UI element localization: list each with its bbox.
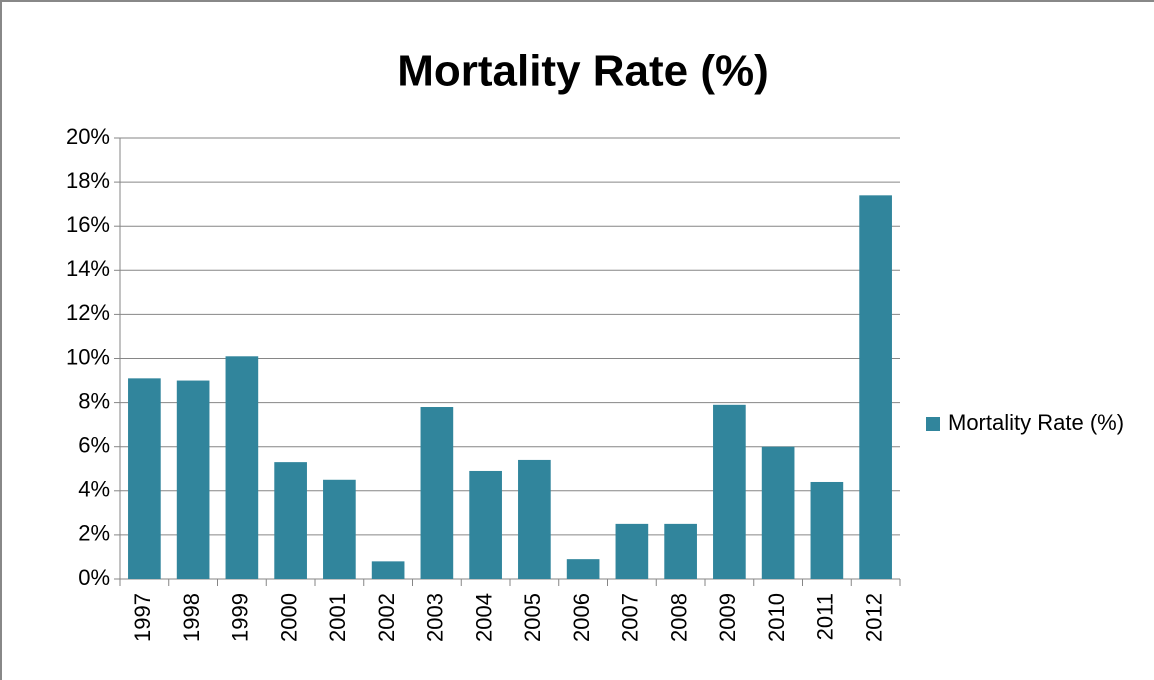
x-tick-label: 2007 <box>618 593 643 642</box>
bar <box>566 559 600 579</box>
y-tick-label: 8% <box>78 388 110 413</box>
y-tick-label: 6% <box>78 433 110 458</box>
y-tick-label: 20% <box>66 124 110 149</box>
x-tick-label: 2008 <box>666 593 691 642</box>
x-tick-label: 1997 <box>130 593 155 642</box>
x-tick-label: 2001 <box>325 593 350 642</box>
bar <box>323 479 356 579</box>
bar <box>859 195 892 579</box>
x-tick-label: 2003 <box>423 593 448 642</box>
x-tick-label: 2010 <box>764 593 789 642</box>
bar <box>469 470 502 579</box>
y-tick-label: 0% <box>78 565 110 590</box>
bar <box>371 561 405 579</box>
bar <box>274 462 307 579</box>
bar <box>615 523 649 579</box>
bar <box>518 459 551 579</box>
x-tick-label: 2002 <box>374 593 399 642</box>
bar <box>810 481 844 579</box>
y-tick-label: 12% <box>66 300 110 325</box>
bar <box>761 446 795 579</box>
y-tick-label: 14% <box>66 256 110 281</box>
y-tick-label: 16% <box>66 212 110 237</box>
legend-label: Mortality Rate (%) <box>948 410 1125 435</box>
bar <box>713 404 746 579</box>
bar <box>128 378 161 579</box>
x-tick-label: 2000 <box>276 593 301 642</box>
x-tick-label: 2009 <box>715 593 740 642</box>
y-tick-label: 18% <box>66 168 110 193</box>
x-tick-label: 2004 <box>471 593 496 642</box>
x-tick-label: 2012 <box>861 593 886 642</box>
x-tick-label: 2006 <box>569 593 594 642</box>
bar <box>664 523 697 579</box>
bar <box>176 380 210 579</box>
y-tick-label: 10% <box>66 344 110 369</box>
x-tick-label: 1998 <box>179 593 204 642</box>
y-tick-label: 4% <box>78 477 110 502</box>
y-tick-label: 2% <box>78 521 110 546</box>
legend-swatch <box>926 417 940 431</box>
bar <box>420 407 454 579</box>
x-tick-label: 2005 <box>520 593 545 642</box>
x-tick-label: 2011 <box>813 593 838 640</box>
chart-title: Mortality Rate (%) <box>397 47 769 96</box>
x-tick-label: 1999 <box>228 593 253 642</box>
bar <box>225 356 259 579</box>
